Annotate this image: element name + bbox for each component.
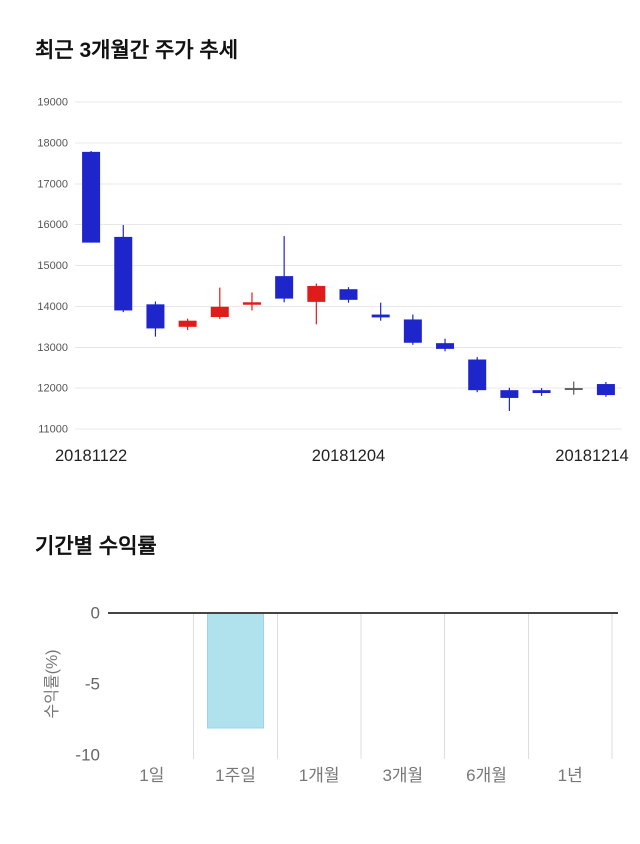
- svg-text:1년: 1년: [558, 766, 583, 785]
- candlestick-svg: 19000 18000 17000 16000 15000 14000 13000 12000…: [37, 97, 628, 466]
- svg-text:19000: 19000: [37, 97, 68, 109]
- svg-text:17000: 17000: [37, 178, 68, 190]
- svg-text:3개월: 3개월: [382, 766, 423, 785]
- svg-text:수익률(%): 수익률(%): [43, 649, 61, 718]
- svg-text:14000: 14000: [37, 301, 68, 313]
- svg-text:20181122: 20181122: [55, 447, 127, 465]
- svg-text:16000: 16000: [37, 219, 68, 231]
- svg-text:18000: 18000: [37, 137, 68, 149]
- svg-text:12000: 12000: [37, 383, 68, 395]
- svg-text:-5: -5: [85, 675, 100, 694]
- candlestick-chart: 19000 18000 17000 16000 15000 14000 13000 12000…: [0, 72, 640, 470]
- svg-text:1주일: 1주일: [215, 766, 256, 785]
- svg-text:6개월: 6개월: [466, 766, 507, 785]
- returns-bar-chart: 0 -5 -10 1일 1주일 1개월 3개월 6개월 1년 수익률(%): [0, 564, 640, 804]
- returns-by-period-title: 기간별 수익률: [35, 535, 157, 558]
- svg-text:0: 0: [91, 604, 100, 623]
- svg-text:20181214: 20181214: [555, 447, 628, 465]
- svg-text:15000: 15000: [37, 260, 68, 272]
- svg-text:20181204: 20181204: [312, 447, 385, 465]
- price-trend-title: 최근 3개월간 주가 추세: [35, 39, 239, 62]
- svg-text:1개월: 1개월: [299, 766, 340, 785]
- svg-text:11000: 11000: [38, 424, 68, 436]
- svg-text:13000: 13000: [37, 342, 68, 354]
- svg-text:1일: 1일: [139, 766, 164, 785]
- svg-text:-10: -10: [75, 746, 100, 765]
- returns-bar-svg: 0 -5 -10 1일 1주일 1개월 3개월 6개월 1년 수익률(%): [43, 604, 618, 785]
